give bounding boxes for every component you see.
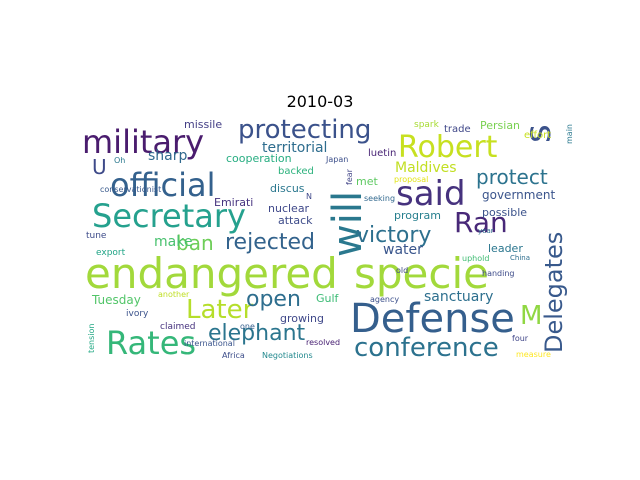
cloud-word: nuclear: [268, 202, 310, 215]
cloud-word: spark: [414, 120, 439, 130]
cloud-word: Negotiations: [262, 351, 313, 360]
cloud-word: agency: [370, 295, 400, 304]
cloud-word: Secretary: [92, 197, 246, 235]
cloud-word: tension: [87, 323, 96, 353]
cloud-word: specie: [354, 249, 489, 298]
cloud-word: protecting: [238, 117, 372, 145]
figure-title: 2010-03: [286, 92, 354, 111]
cloud-word: Persian: [480, 119, 521, 132]
cloud-word: Later: [186, 295, 254, 325]
cloud-word: one: [240, 322, 255, 331]
cloud-word: make: [154, 234, 193, 250]
cloud-word: military: [82, 123, 205, 161]
cloud-word: Africa: [222, 351, 245, 360]
cloud-word: sanctuary: [424, 289, 494, 305]
cloud-word: international: [184, 339, 235, 348]
cloud-word: discus: [270, 182, 305, 195]
cloud-word: Rates: [106, 324, 197, 362]
cloud-word: Ran: [454, 206, 508, 239]
cloud-word: ivory: [126, 309, 149, 319]
cloud-word: effort: [524, 130, 552, 141]
cloud-word: elephant: [208, 321, 306, 346]
cloud-word: government: [482, 188, 556, 202]
cloud-word: U: [92, 155, 107, 179]
cloud-word: claimed: [160, 322, 196, 332]
cloud-word: N: [306, 192, 312, 201]
cloud-word: Tuesday: [92, 293, 141, 307]
cloud-word: program: [394, 209, 441, 222]
cloud-word: resolved: [306, 338, 341, 347]
cloud-word: Defense: [350, 296, 515, 342]
cloud-word: handing: [482, 269, 515, 278]
cloud-word: growing: [280, 312, 324, 325]
cloud-word: territorial: [262, 140, 328, 156]
cloud-word: official: [110, 166, 216, 204]
cloud-word: Japan: [326, 155, 349, 164]
cloud-word: ban: [176, 231, 214, 255]
cloud-word: China: [510, 254, 530, 262]
cloud-word: seeking: [364, 194, 396, 203]
cloud-word: water: [383, 242, 423, 258]
cloud-word: tune: [86, 231, 107, 241]
cloud-word: rejected: [225, 230, 315, 255]
cloud-word: sharp: [148, 148, 188, 164]
cloud-word: luetin: [368, 148, 397, 159]
cloud-word: said: [396, 174, 466, 214]
cloud-word: Maldives: [395, 160, 457, 176]
cloud-word: Gulf: [316, 292, 339, 305]
cloud-word: proposal: [394, 175, 429, 184]
cloud-word: conservationist: [100, 185, 162, 194]
cloud-word: uphold: [462, 254, 490, 263]
cloud-word: fear: [345, 169, 354, 185]
cloud-word: leader: [488, 242, 523, 255]
cloud-word: Oh: [114, 156, 126, 165]
cloud-word: missile: [184, 118, 223, 131]
cloud-word: open: [246, 287, 301, 312]
cloud-word: possible: [482, 206, 528, 219]
cloud-word: protect: [476, 165, 548, 189]
cloud-word: Emirati: [214, 196, 254, 209]
cloud-word: backed: [278, 166, 314, 177]
word-cloud: endangered specie Defense Secretary offi…: [80, 117, 578, 367]
cloud-word: year: [478, 227, 494, 235]
cloud-word: export: [96, 248, 126, 258]
cloud-word: Robert: [398, 130, 498, 165]
cloud-word: attack: [278, 214, 313, 227]
cloud-word: another: [158, 290, 190, 299]
cloud-word: victory: [356, 223, 432, 248]
cloud-word: Delegates: [540, 231, 568, 353]
cloud-word: main: [565, 124, 574, 144]
cloud-word: conference: [354, 333, 499, 363]
cloud-word: old: [396, 266, 409, 275]
cloud-word: met: [356, 175, 378, 188]
cloud-word: four: [512, 334, 529, 343]
cloud-word: M: [520, 301, 543, 331]
cloud-word: measure: [516, 350, 551, 359]
cloud-word: cooperation: [226, 152, 292, 165]
cloud-word: trade: [444, 124, 471, 135]
cloud-word: endangered: [85, 249, 338, 298]
